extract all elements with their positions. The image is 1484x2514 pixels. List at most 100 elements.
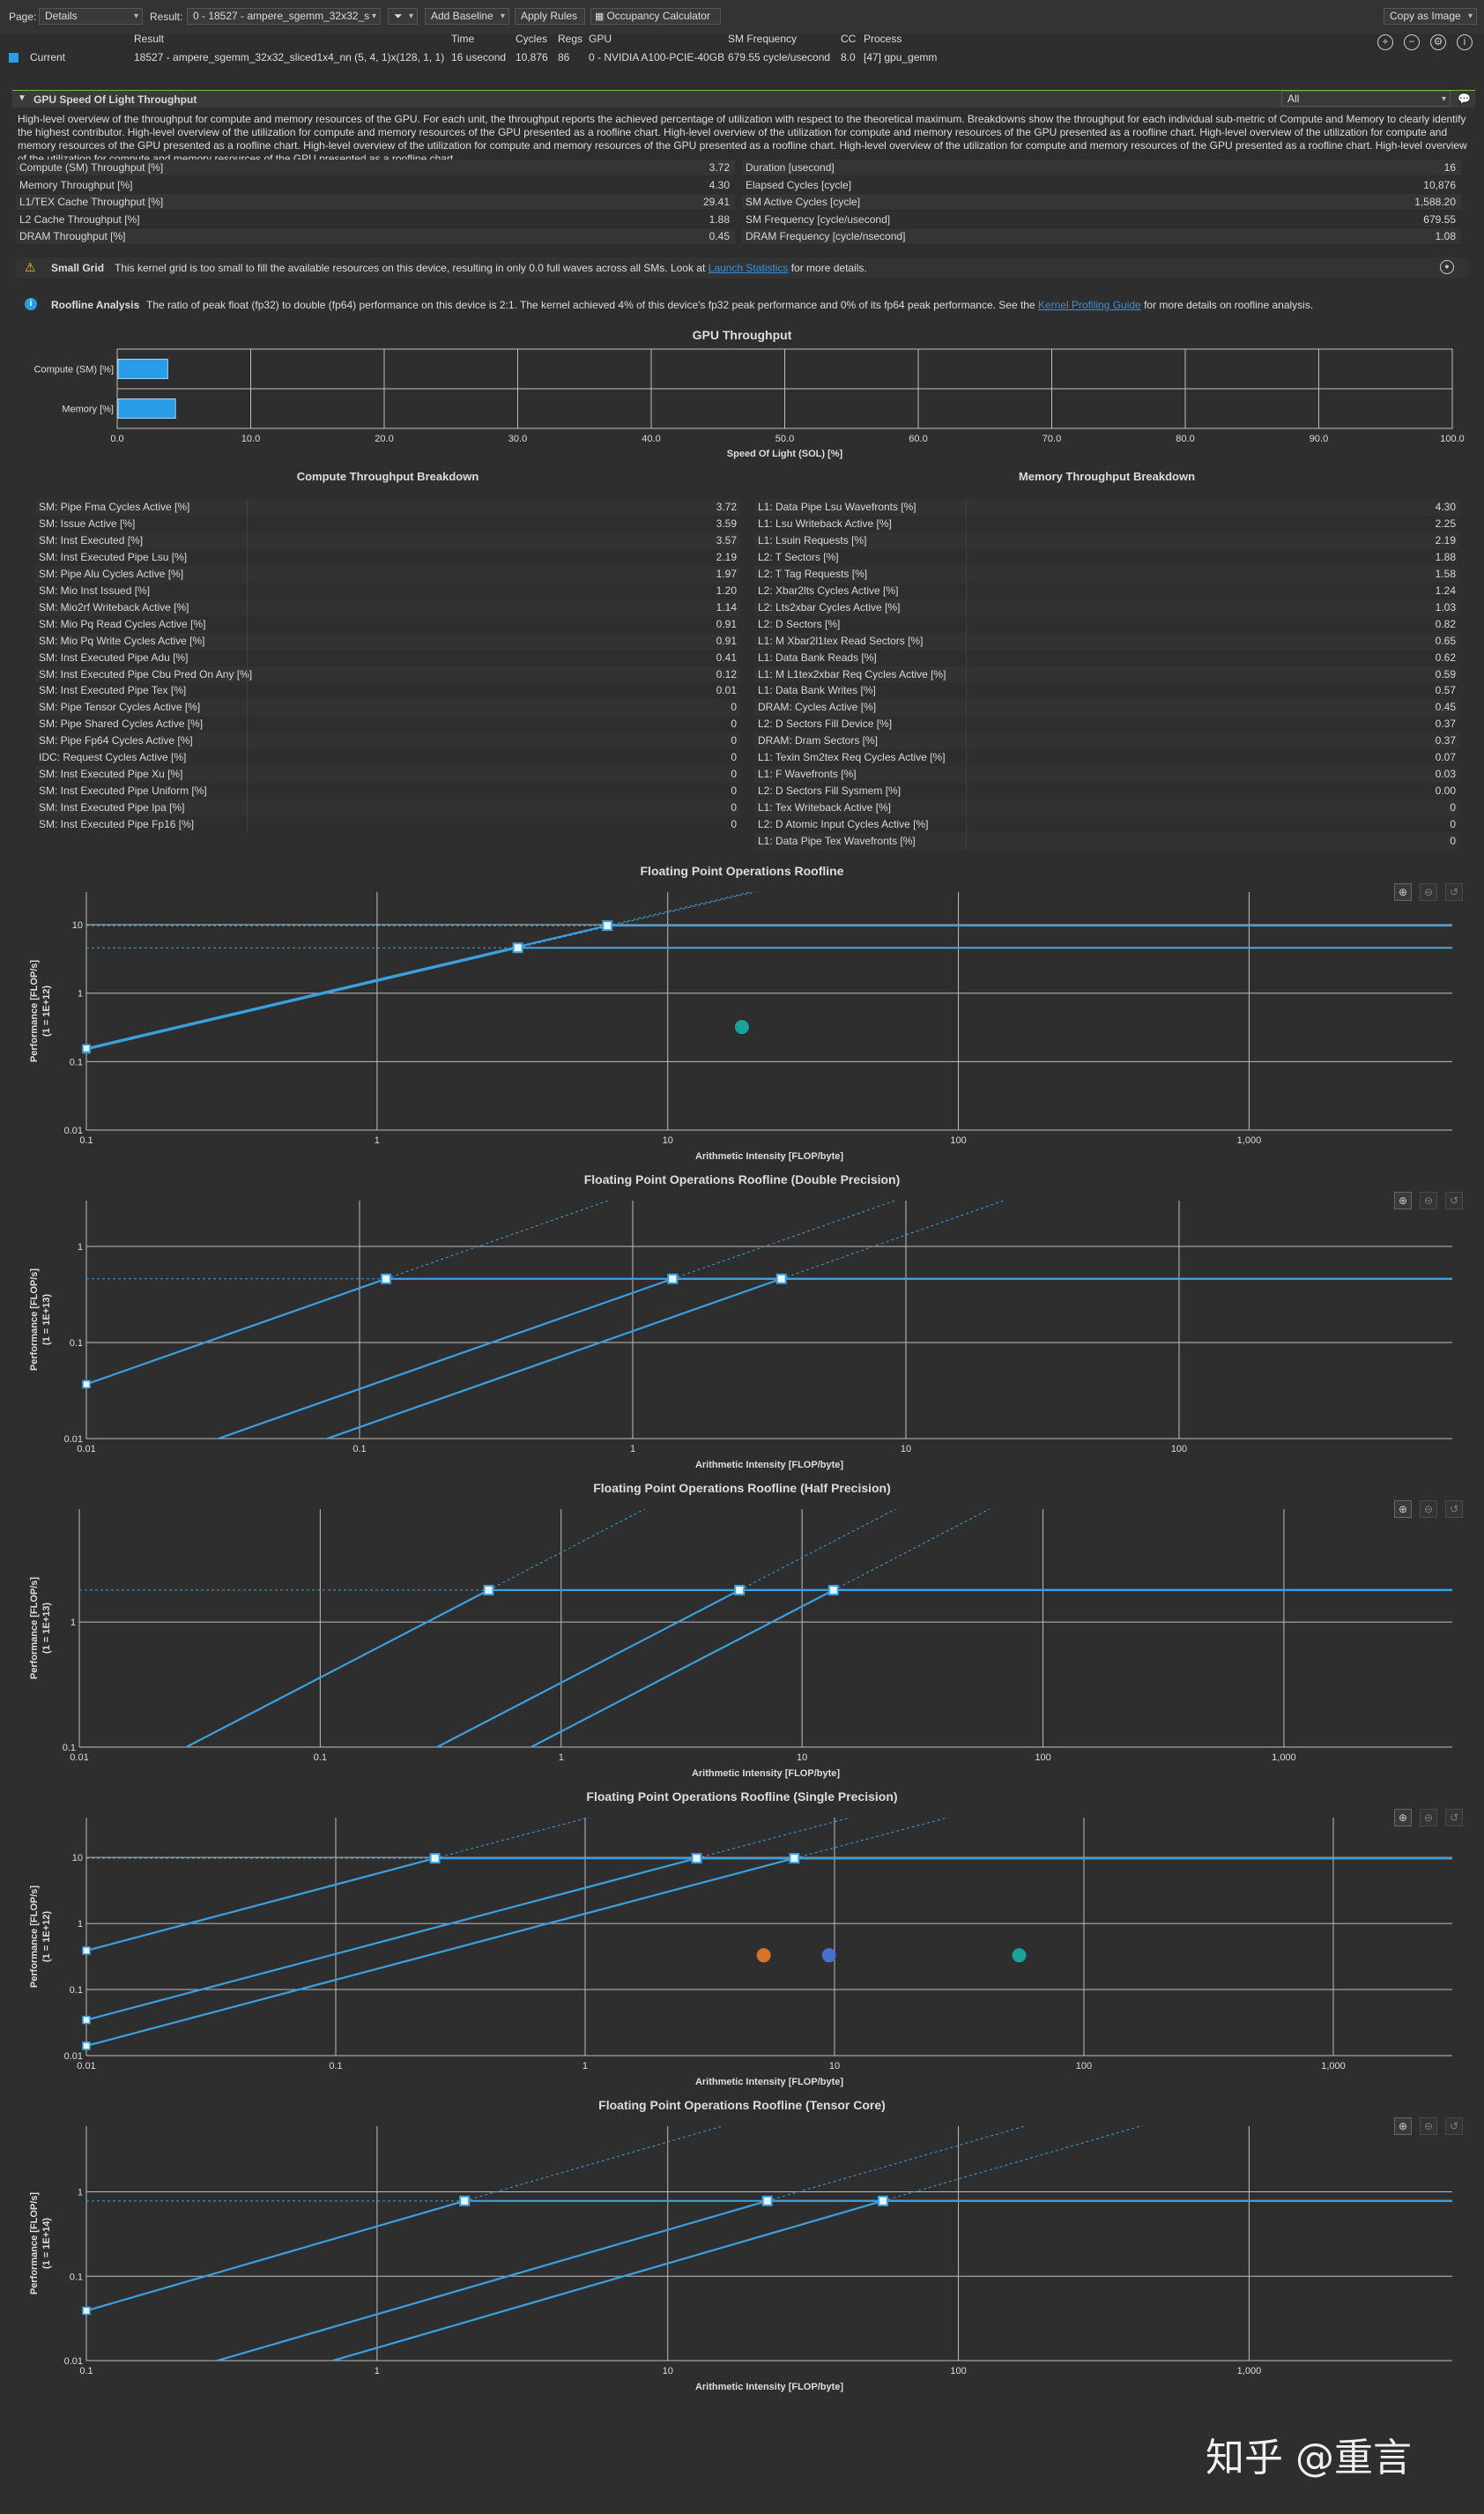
zoom-in-button[interactable]: ⊕ (1394, 1192, 1412, 1209)
x-axis-label: Arithmetic Intensity [FLOP/byte] (695, 2077, 843, 2087)
roofline-svg: 0.01 0.1 1 10 100 1,000 0.01 0.1 1 10 Arithmetic I… (29, 1818, 1452, 2087)
remove-icon[interactable]: − (1404, 34, 1420, 50)
roofline-title: Floating Point Operations Roofline (Doub… (583, 1172, 901, 1186)
y-tick-label: 0.1 (63, 1743, 76, 1753)
breakdown-row: SM: Pipe Fp64 Cycles Active [%] 0 (35, 733, 740, 750)
y-axis-label: Performance [FLOP/s] (29, 1577, 40, 1679)
breakdown-value: 3.57 (716, 533, 737, 547)
add-baseline-button[interactable]: Add Baseline (425, 8, 509, 25)
breakdown-value: 0 (731, 718, 737, 731)
ridge-point[interactable] (483, 1584, 494, 1595)
apply-rules-button[interactable]: Apply Rules (515, 8, 585, 25)
ridge-point[interactable] (381, 1273, 392, 1284)
reset-zoom-button[interactable]: ↺ (1445, 883, 1463, 901)
memory-roof-extension (434, 1818, 590, 1859)
compute-breakdown-title: Compute Throughput Breakdown (296, 470, 479, 483)
ridge-point[interactable] (691, 1853, 702, 1864)
add-icon[interactable]: + (1377, 34, 1393, 50)
achieved-point[interactable] (756, 1948, 771, 1963)
result-select[interactable]: 0 - 18527 - ampere_sgemm_32x32_s (187, 8, 381, 25)
zoom-out-button[interactable]: ⊖ (1420, 883, 1437, 901)
column-divider (247, 733, 248, 750)
zoom-out-button[interactable]: ⊖ (1420, 1192, 1437, 1209)
warning-text-before: This kernel grid is too small to fill th… (115, 262, 706, 274)
reset-zoom-button[interactable]: ↺ (1445, 1809, 1463, 1826)
copy-as-image-button[interactable]: Copy as Image (1384, 8, 1477, 25)
reset-zoom-button[interactable]: ↺ (1445, 2117, 1463, 2135)
metric-row: DRAM Throughput [%] 0.45 (16, 228, 735, 245)
section-header[interactable]: ▼ GPU Speed Of Light Throughput All 💬 (12, 90, 1475, 108)
page-select[interactable]: Details (39, 8, 143, 25)
zoom-in-button[interactable]: ⊕ (1394, 883, 1412, 901)
ridge-point[interactable] (827, 1584, 839, 1595)
memory-roof (86, 925, 608, 1050)
column-divider (247, 615, 248, 633)
ridge-point[interactable] (775, 1273, 787, 1284)
gpu-throughput-title: GPU Throughput (692, 328, 792, 342)
ridge-point[interactable] (877, 2195, 888, 2206)
breakdown-row: SM: Issue Active [%] 3.59 (35, 515, 740, 532)
ridge-point[interactable] (789, 1853, 800, 1864)
reset-zoom-button[interactable]: ↺ (1445, 1500, 1463, 1518)
col-result: Result (134, 33, 165, 45)
breakdown-value: 0.62 (1435, 651, 1456, 664)
zoom-in-button[interactable]: ⊕ (1394, 2117, 1412, 2135)
column-divider (966, 615, 967, 633)
comment-icon[interactable]: 💬 (1458, 93, 1471, 105)
column-divider (966, 649, 967, 666)
x-tick-label: 0.1 (79, 1135, 93, 1146)
breakdown-name: L2: D Sectors Fill Device [%] (758, 718, 893, 731)
roofline-chart: Floating Point Operations Roofline (Half… (0, 1479, 1484, 1791)
achieved-point[interactable] (1012, 1948, 1027, 1963)
ridge-point[interactable] (459, 2195, 471, 2206)
breakdown-value: 1.97 (716, 567, 737, 580)
y-tick-label: 0.01 (64, 2356, 83, 2367)
settings-icon[interactable]: ⚙ (1430, 34, 1446, 50)
column-divider (966, 515, 967, 532)
breakdown-name: L1: Data Bank Writes [%] (758, 684, 876, 697)
zoom-in-icon: ⊕ (1398, 886, 1408, 898)
reset-zoom-button[interactable]: ↺ (1445, 1192, 1463, 1209)
zoom-out-button[interactable]: ⊖ (1420, 2117, 1437, 2135)
roof-axis-marker (82, 1380, 91, 1389)
breakdown-row: L1: Data Pipe Lsu Wavefronts [%] 4.30 (754, 499, 1459, 516)
x-tick-label: 10.0 (241, 434, 260, 444)
warning-icon: ⚠ (25, 260, 36, 274)
zoom-in-button[interactable]: ⊕ (1394, 1809, 1412, 1826)
info-icon[interactable]: i (1457, 34, 1473, 50)
section-filter-select[interactable]: All (1281, 91, 1451, 107)
breakdown-row: L1: Data Bank Writes [%] 0.57 (754, 682, 1459, 700)
breakdown-row: SM: Pipe Shared Cycles Active [%] 0 (35, 716, 740, 733)
occupancy-calculator-button[interactable]: ▦ Occupancy Calculator (590, 8, 721, 25)
breakdown-value: 1.58 (1435, 567, 1456, 580)
breakdown-row: SM: Inst Executed Pipe Tex [%] 0.01 (35, 682, 740, 700)
breakdown-name: SM: Pipe Shared Cycles Active [%] (39, 718, 204, 731)
zoom-out-button[interactable]: ⊖ (1420, 1500, 1437, 1518)
breakdown-name: SM: Inst Executed Pipe Xu [%] (39, 768, 183, 781)
roofline-chart: Floating Point Operations Roofline (Doub… (0, 1171, 1484, 1483)
expand-details-icon[interactable]: ● (1440, 260, 1454, 274)
breakdown-row: L1: Lsuin Requests [%] 2.19 (754, 532, 1459, 549)
kernel-profiling-guide-link[interactable]: Kernel Profiling Guide (1038, 299, 1141, 311)
zoom-in-button[interactable]: ⊕ (1394, 1500, 1412, 1518)
result-process: [47] gpu_gemm (864, 51, 938, 63)
ridge-point[interactable] (512, 942, 523, 954)
memory-roof (323, 1277, 783, 1439)
memory-roof-extension (464, 2126, 724, 2202)
collapse-icon[interactable]: ▼ (18, 93, 26, 103)
ridge-point[interactable] (734, 1584, 746, 1595)
achieved-point[interactable] (734, 1020, 749, 1035)
filter-button[interactable]: ⏷ (388, 8, 418, 25)
roofline-title: Floating Point Operations Roofline (640, 864, 844, 878)
zoom-out-button[interactable]: ⊖ (1420, 1809, 1437, 1826)
ridge-point[interactable] (602, 920, 613, 932)
y-axis-unit: (1 = 1E+12) (41, 986, 52, 1037)
breakdown-row: SM: Pipe Fma Cycles Active [%] 3.72 (35, 499, 740, 516)
achieved-point[interactable] (821, 1948, 836, 1963)
ridge-point[interactable] (429, 1853, 441, 1864)
launch-statistics-link[interactable]: Launch Statistics (708, 262, 789, 274)
ridge-point[interactable] (761, 2195, 773, 2206)
zoom-out-icon: ⊖ (1423, 1811, 1434, 1824)
ridge-point[interactable] (667, 1273, 679, 1284)
